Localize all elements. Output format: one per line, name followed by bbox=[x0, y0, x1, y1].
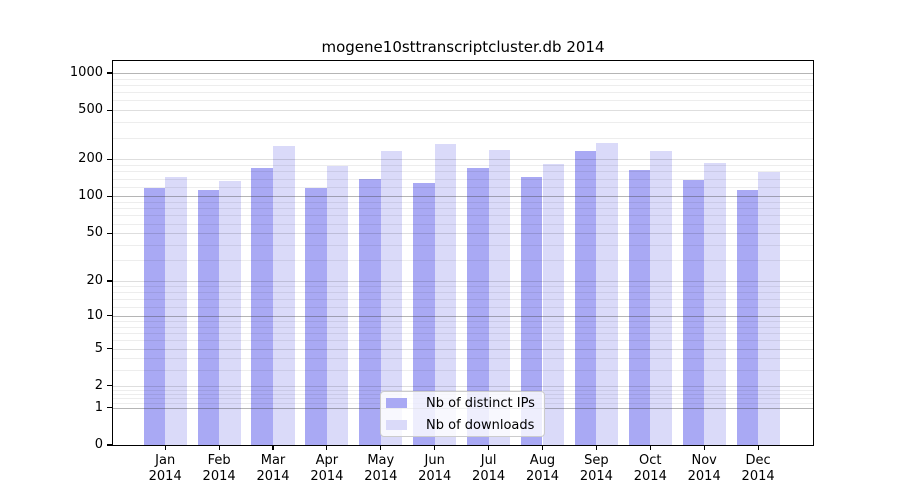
legend: Nb of distinct IPs Nb of downloads bbox=[380, 391, 545, 437]
bar-downloads-sep bbox=[596, 143, 618, 445]
legend-label-distinct-ips: Nb of distinct IPs bbox=[426, 395, 535, 411]
bar-ips-apr bbox=[305, 187, 327, 445]
x-tick-apr bbox=[326, 445, 328, 450]
bar-ips-jun bbox=[413, 183, 435, 445]
x-tick-jul bbox=[488, 445, 490, 450]
bar-downloads-nov bbox=[704, 162, 726, 445]
x-tick-label-jan: Jan 2014 bbox=[148, 453, 182, 484]
legend-swatch-distinct-ips bbox=[386, 398, 407, 408]
legend-item-distinct-ips: Nb of distinct IPs bbox=[386, 394, 544, 413]
y-tick-label-2: 2 bbox=[94, 377, 103, 393]
bar-ips-mar bbox=[251, 167, 273, 445]
bar-downloads-may bbox=[380, 151, 403, 445]
y-tick-label-5: 5 bbox=[94, 340, 103, 356]
x-tick-oct bbox=[649, 445, 651, 450]
x-tick-label-sep: Sep 2014 bbox=[579, 453, 613, 484]
bar-ips-sep bbox=[574, 151, 597, 445]
bar-ips-may bbox=[359, 178, 381, 445]
x-tick-label-jun: Jun 2014 bbox=[418, 453, 452, 484]
x-tick-aug bbox=[541, 445, 544, 450]
legend-swatch-downloads bbox=[386, 420, 407, 430]
x-tick-label-mar: Mar 2014 bbox=[256, 453, 290, 484]
y-tick-100 bbox=[107, 195, 113, 198]
y-tick-10 bbox=[107, 315, 113, 317]
gridline-minor-900 bbox=[113, 78, 813, 80]
gridline-minor-700 bbox=[113, 92, 813, 94]
bar-downloads-mar bbox=[273, 145, 295, 445]
y-tick-label-500: 500 bbox=[78, 102, 103, 118]
gridline-1000 bbox=[113, 72, 813, 74]
y-tick-1 bbox=[107, 407, 113, 409]
x-tick-feb bbox=[218, 445, 220, 450]
bar-ips-jan bbox=[143, 188, 166, 445]
y-tick-label-1000: 1000 bbox=[69, 64, 103, 80]
x-tick-label-apr: Apr 2014 bbox=[310, 453, 344, 484]
gridline-minor-800 bbox=[113, 84, 813, 86]
bar-ips-oct bbox=[628, 170, 651, 445]
y-tick-label-50: 50 bbox=[86, 225, 103, 241]
y-tick-label-1: 1 bbox=[94, 399, 103, 415]
x-tick-nov bbox=[703, 445, 705, 450]
y-tick-label-20: 20 bbox=[86, 273, 103, 289]
bar-downloads-feb bbox=[219, 181, 241, 445]
y-tick-0 bbox=[107, 444, 113, 446]
y-tick-label-100: 100 bbox=[78, 188, 103, 204]
y-tick-2 bbox=[107, 385, 113, 387]
y-tick-label-200: 200 bbox=[78, 151, 103, 167]
bar-downloads-oct bbox=[650, 150, 672, 445]
bar-downloads-apr bbox=[326, 165, 349, 445]
gridline-minor-600 bbox=[113, 100, 813, 102]
y-tick-20 bbox=[107, 280, 113, 282]
x-tick-label-feb: Feb 2014 bbox=[202, 453, 236, 484]
gridline-500 bbox=[113, 110, 813, 112]
x-tick-may bbox=[380, 445, 382, 450]
legend-item-downloads: Nb of downloads bbox=[386, 416, 544, 435]
x-tick-mar bbox=[272, 445, 274, 450]
x-tick-dec bbox=[757, 445, 759, 450]
bar-downloads-jun bbox=[434, 143, 457, 445]
legend-label-downloads: Nb of downloads bbox=[426, 417, 535, 433]
x-tick-label-jul: Jul 2014 bbox=[472, 453, 506, 484]
x-tick-jan bbox=[164, 445, 166, 450]
x-tick-label-may: May 2014 bbox=[364, 453, 398, 484]
y-tick-5 bbox=[107, 347, 113, 350]
bar-downloads-aug bbox=[542, 163, 565, 445]
gridline-minor-300 bbox=[113, 137, 813, 139]
x-tick-sep bbox=[595, 445, 597, 450]
x-tick-label-nov: Nov 2014 bbox=[687, 453, 721, 484]
bar-ips-feb bbox=[197, 190, 220, 445]
bar-ips-nov bbox=[682, 179, 705, 445]
y-tick-label-10: 10 bbox=[86, 307, 103, 323]
x-tick-label-oct: Oct 2014 bbox=[633, 453, 667, 484]
y-tick-500 bbox=[107, 109, 113, 111]
bar-downloads-dec bbox=[758, 172, 780, 445]
bar-ips-jul bbox=[467, 167, 489, 445]
gridline-200 bbox=[113, 159, 813, 161]
bar-downloads-jul bbox=[488, 149, 511, 445]
y-tick-1000 bbox=[107, 72, 113, 74]
bar-ips-aug bbox=[520, 177, 543, 445]
y-tick-200 bbox=[107, 158, 113, 160]
plot-area bbox=[113, 61, 813, 445]
y-tick-50 bbox=[107, 232, 113, 234]
x-tick-jun bbox=[434, 445, 436, 450]
chart-title: mogene10sttranscriptcluster.db 2014 bbox=[321, 38, 605, 56]
x-tick-label-dec: Dec 2014 bbox=[741, 453, 775, 484]
gridline-minor-400 bbox=[113, 122, 813, 124]
x-tick-label-aug: Aug 2014 bbox=[525, 453, 560, 484]
bar-ips-dec bbox=[736, 189, 759, 445]
bar-downloads-jan bbox=[165, 177, 187, 445]
y-tick-label-0: 0 bbox=[94, 437, 103, 452]
